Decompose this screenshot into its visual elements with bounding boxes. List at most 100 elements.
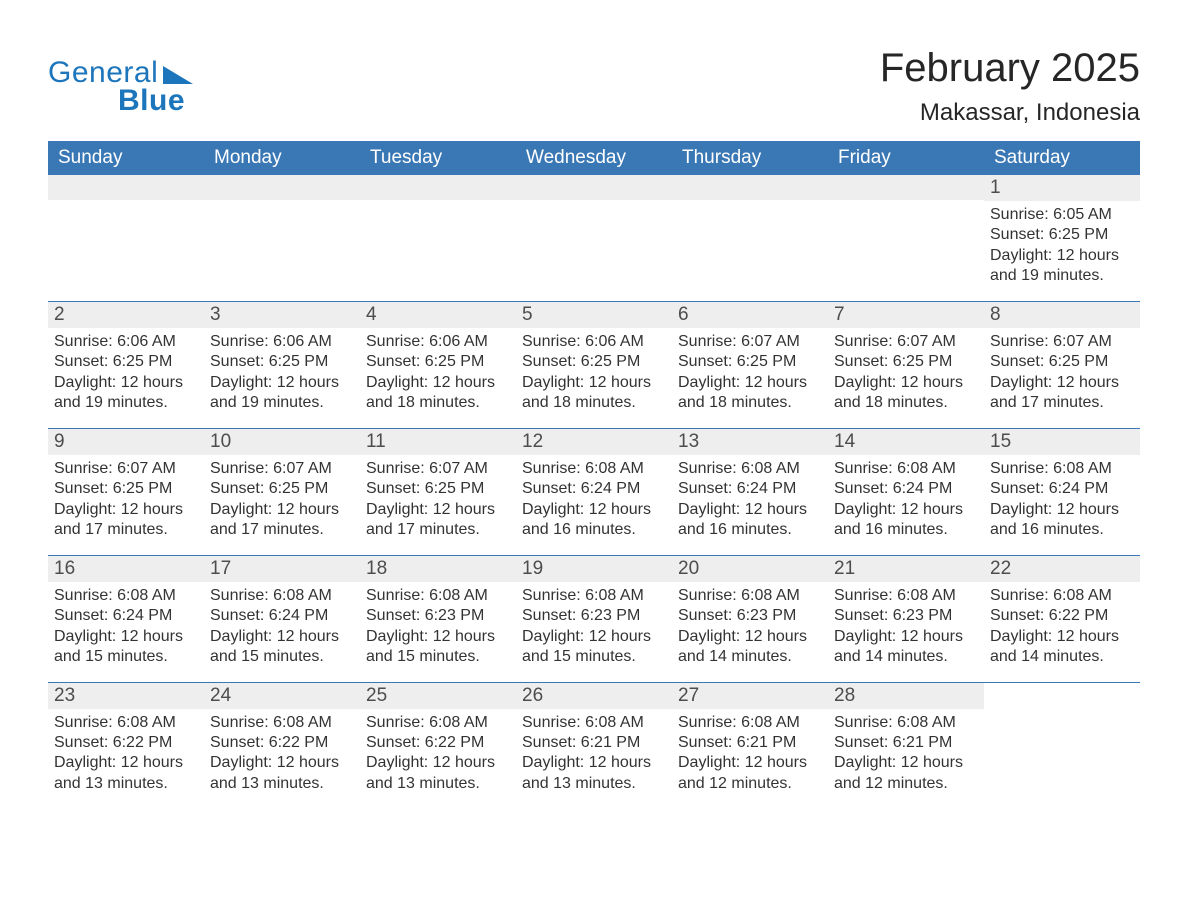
sunset-text: Sunset: 6:25 PM xyxy=(54,479,198,499)
day-body xyxy=(48,200,204,204)
day-cell xyxy=(360,175,516,301)
day-number: 16 xyxy=(48,556,204,582)
weeks-container: 1 Sunrise: 6:05 AM Sunset: 6:25 PM Dayli… xyxy=(48,175,1140,808)
daylight-text2: and 17 minutes. xyxy=(366,520,510,540)
day-body: Sunrise: 6:08 AM Sunset: 6:23 PM Dayligh… xyxy=(360,582,516,668)
daylight-text2: and 17 minutes. xyxy=(990,393,1134,413)
day-number: 6 xyxy=(672,302,828,328)
day-number: 24 xyxy=(204,683,360,709)
day-body: Sunrise: 6:08 AM Sunset: 6:22 PM Dayligh… xyxy=(204,709,360,795)
day-body: Sunrise: 6:07 AM Sunset: 6:25 PM Dayligh… xyxy=(360,455,516,541)
sunrise-text: Sunrise: 6:08 AM xyxy=(522,586,666,606)
week-row: 9 Sunrise: 6:07 AM Sunset: 6:25 PM Dayli… xyxy=(48,428,1140,555)
day-cell: 20 Sunrise: 6:08 AM Sunset: 6:23 PM Dayl… xyxy=(672,556,828,682)
day-number: 19 xyxy=(516,556,672,582)
day-cell xyxy=(516,175,672,301)
day-cell: 23 Sunrise: 6:08 AM Sunset: 6:22 PM Dayl… xyxy=(48,683,204,809)
daylight-text: Daylight: 12 hours xyxy=(834,373,978,393)
day-cell: 3 Sunrise: 6:06 AM Sunset: 6:25 PM Dayli… xyxy=(204,302,360,428)
sunset-text: Sunset: 6:25 PM xyxy=(834,352,978,372)
header: General Blue February 2025 Makassar, Ind… xyxy=(48,40,1140,127)
daylight-text2: and 14 minutes. xyxy=(678,647,822,667)
sunset-text: Sunset: 6:24 PM xyxy=(678,479,822,499)
day-body: Sunrise: 6:08 AM Sunset: 6:21 PM Dayligh… xyxy=(516,709,672,795)
day-number: 20 xyxy=(672,556,828,582)
day-number: 8 xyxy=(984,302,1140,328)
day-number xyxy=(984,683,1140,708)
day-number xyxy=(48,175,204,200)
day-number: 28 xyxy=(828,683,984,709)
weekday-wednesday: Wednesday xyxy=(516,141,672,175)
daylight-text2: and 16 minutes. xyxy=(834,520,978,540)
day-cell: 7 Sunrise: 6:07 AM Sunset: 6:25 PM Dayli… xyxy=(828,302,984,428)
daylight-text2: and 12 minutes. xyxy=(834,774,978,794)
day-number: 21 xyxy=(828,556,984,582)
sunset-text: Sunset: 6:22 PM xyxy=(366,733,510,753)
day-number: 5 xyxy=(516,302,672,328)
page-title: February 2025 xyxy=(880,46,1140,91)
day-cell: 14 Sunrise: 6:08 AM Sunset: 6:24 PM Dayl… xyxy=(828,429,984,555)
sunrise-text: Sunrise: 6:08 AM xyxy=(522,459,666,479)
day-body xyxy=(984,708,1140,712)
daylight-text: Daylight: 12 hours xyxy=(210,500,354,520)
daylight-text: Daylight: 12 hours xyxy=(366,753,510,773)
daylight-text: Daylight: 12 hours xyxy=(678,753,822,773)
day-cell: 17 Sunrise: 6:08 AM Sunset: 6:24 PM Dayl… xyxy=(204,556,360,682)
day-cell: 22 Sunrise: 6:08 AM Sunset: 6:22 PM Dayl… xyxy=(984,556,1140,682)
daylight-text: Daylight: 12 hours xyxy=(990,500,1134,520)
sunset-text: Sunset: 6:25 PM xyxy=(210,479,354,499)
day-cell xyxy=(984,683,1140,809)
sunrise-text: Sunrise: 6:08 AM xyxy=(210,586,354,606)
sunset-text: Sunset: 6:25 PM xyxy=(54,352,198,372)
day-cell xyxy=(204,175,360,301)
daylight-text: Daylight: 12 hours xyxy=(210,627,354,647)
day-cell: 13 Sunrise: 6:08 AM Sunset: 6:24 PM Dayl… xyxy=(672,429,828,555)
day-body: Sunrise: 6:08 AM Sunset: 6:23 PM Dayligh… xyxy=(672,582,828,668)
page: General Blue February 2025 Makassar, Ind… xyxy=(0,0,1188,918)
sunrise-text: Sunrise: 6:07 AM xyxy=(210,459,354,479)
sunrise-text: Sunrise: 6:07 AM xyxy=(990,332,1134,352)
day-cell: 5 Sunrise: 6:06 AM Sunset: 6:25 PM Dayli… xyxy=(516,302,672,428)
daylight-text: Daylight: 12 hours xyxy=(54,373,198,393)
day-body xyxy=(828,200,984,204)
sunrise-text: Sunrise: 6:08 AM xyxy=(366,713,510,733)
day-number: 10 xyxy=(204,429,360,455)
week-row: 23 Sunrise: 6:08 AM Sunset: 6:22 PM Dayl… xyxy=(48,682,1140,809)
daylight-text2: and 17 minutes. xyxy=(54,520,198,540)
weekday-friday: Friday xyxy=(828,141,984,175)
day-cell: 24 Sunrise: 6:08 AM Sunset: 6:22 PM Dayl… xyxy=(204,683,360,809)
day-body xyxy=(204,200,360,204)
title-block: February 2025 Makassar, Indonesia xyxy=(880,46,1140,127)
daylight-text2: and 15 minutes. xyxy=(366,647,510,667)
day-body: Sunrise: 6:08 AM Sunset: 6:23 PM Dayligh… xyxy=(828,582,984,668)
weekday-sunday: Sunday xyxy=(48,141,204,175)
sunrise-text: Sunrise: 6:05 AM xyxy=(990,205,1134,225)
day-number xyxy=(672,175,828,200)
daylight-text: Daylight: 12 hours xyxy=(990,627,1134,647)
daylight-text: Daylight: 12 hours xyxy=(210,373,354,393)
week-row: 16 Sunrise: 6:08 AM Sunset: 6:24 PM Dayl… xyxy=(48,555,1140,682)
sunrise-text: Sunrise: 6:08 AM xyxy=(366,586,510,606)
logo-triangle-icon xyxy=(163,64,193,89)
daylight-text2: and 16 minutes. xyxy=(522,520,666,540)
day-body: Sunrise: 6:08 AM Sunset: 6:23 PM Dayligh… xyxy=(516,582,672,668)
day-body: Sunrise: 6:07 AM Sunset: 6:25 PM Dayligh… xyxy=(672,328,828,414)
day-body: Sunrise: 6:06 AM Sunset: 6:25 PM Dayligh… xyxy=(516,328,672,414)
day-cell: 6 Sunrise: 6:07 AM Sunset: 6:25 PM Dayli… xyxy=(672,302,828,428)
daylight-text2: and 16 minutes. xyxy=(990,520,1134,540)
sunset-text: Sunset: 6:25 PM xyxy=(366,352,510,372)
day-cell xyxy=(48,175,204,301)
daylight-text2: and 14 minutes. xyxy=(990,647,1134,667)
day-body: Sunrise: 6:08 AM Sunset: 6:21 PM Dayligh… xyxy=(672,709,828,795)
daylight-text: Daylight: 12 hours xyxy=(678,627,822,647)
daylight-text: Daylight: 12 hours xyxy=(678,500,822,520)
day-body: Sunrise: 6:08 AM Sunset: 6:24 PM Dayligh… xyxy=(672,455,828,541)
day-body xyxy=(516,200,672,204)
sunset-text: Sunset: 6:25 PM xyxy=(990,225,1134,245)
logo-word-blue: Blue xyxy=(118,84,193,118)
day-body xyxy=(360,200,516,204)
sunrise-text: Sunrise: 6:08 AM xyxy=(990,586,1134,606)
daylight-text: Daylight: 12 hours xyxy=(366,627,510,647)
sunset-text: Sunset: 6:25 PM xyxy=(522,352,666,372)
day-cell: 2 Sunrise: 6:06 AM Sunset: 6:25 PM Dayli… xyxy=(48,302,204,428)
